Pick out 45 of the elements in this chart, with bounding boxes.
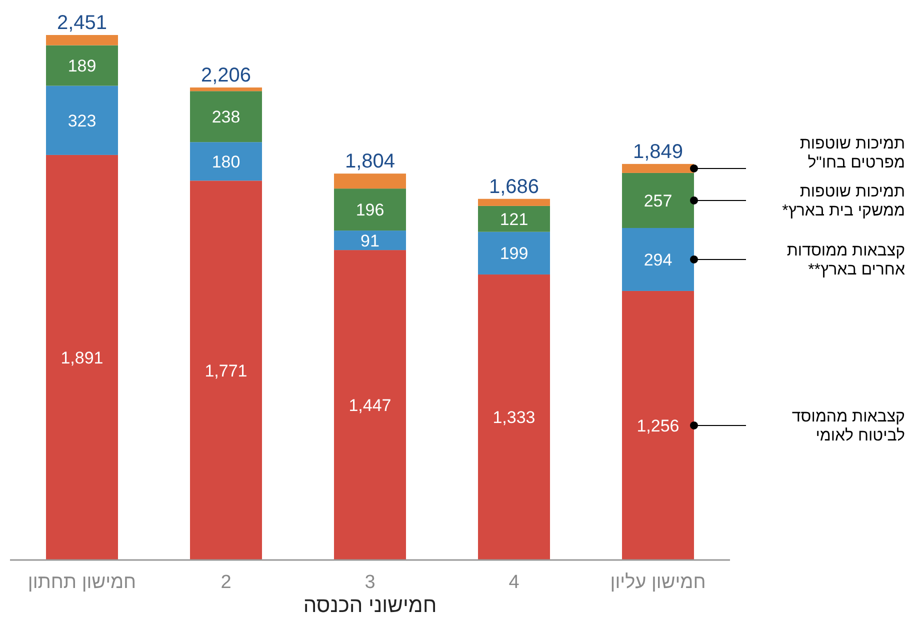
data-label: 323 xyxy=(68,111,96,130)
bar xyxy=(334,188,406,231)
bar xyxy=(478,206,550,232)
bar xyxy=(190,91,262,142)
bar xyxy=(478,232,550,274)
x-tick-label: 2 xyxy=(220,572,232,593)
bar xyxy=(622,290,694,560)
total-label: 1,686 xyxy=(488,176,540,198)
data-label: 1,447 xyxy=(348,396,392,416)
data-label: 238 xyxy=(212,108,240,127)
bar xyxy=(334,250,406,560)
total-label: 1,804 xyxy=(344,150,396,173)
bar xyxy=(190,87,262,92)
bar xyxy=(46,35,118,46)
x-tick-label: חמישון עליון xyxy=(610,572,706,593)
data-label: 1,333 xyxy=(492,408,536,428)
bar xyxy=(478,198,550,206)
data-label: 189 xyxy=(68,56,96,76)
data-label: 1,256 xyxy=(636,416,680,436)
x-tick-label: חמישון תחתון xyxy=(28,572,136,593)
x-tick-label: 4 xyxy=(508,572,520,593)
data-label: 196 xyxy=(356,200,384,220)
total-label: 1,849 xyxy=(632,140,684,163)
bar xyxy=(190,180,262,560)
bar xyxy=(622,228,694,291)
data-label: 180 xyxy=(212,152,240,172)
data-label: 121 xyxy=(500,210,528,229)
data-label: 1,891 xyxy=(60,348,104,368)
bar xyxy=(46,45,118,86)
total-label: 2,451 xyxy=(56,12,108,34)
total-label: 2,206 xyxy=(200,64,252,86)
bar xyxy=(622,172,694,228)
bar xyxy=(46,154,118,560)
data-label: 257 xyxy=(644,191,672,210)
bar xyxy=(334,174,406,189)
data-label: 199 xyxy=(500,244,528,264)
data-label: 91 xyxy=(360,231,380,250)
bar xyxy=(46,86,118,155)
bar xyxy=(478,274,550,560)
bar xyxy=(334,230,406,250)
bar xyxy=(190,142,262,181)
x-tick-label: 3 xyxy=(364,572,376,593)
data-label: 1,771 xyxy=(204,361,248,380)
data-label: 294 xyxy=(644,250,672,270)
x-axis-title: חמישוני הכנסה xyxy=(303,594,437,617)
